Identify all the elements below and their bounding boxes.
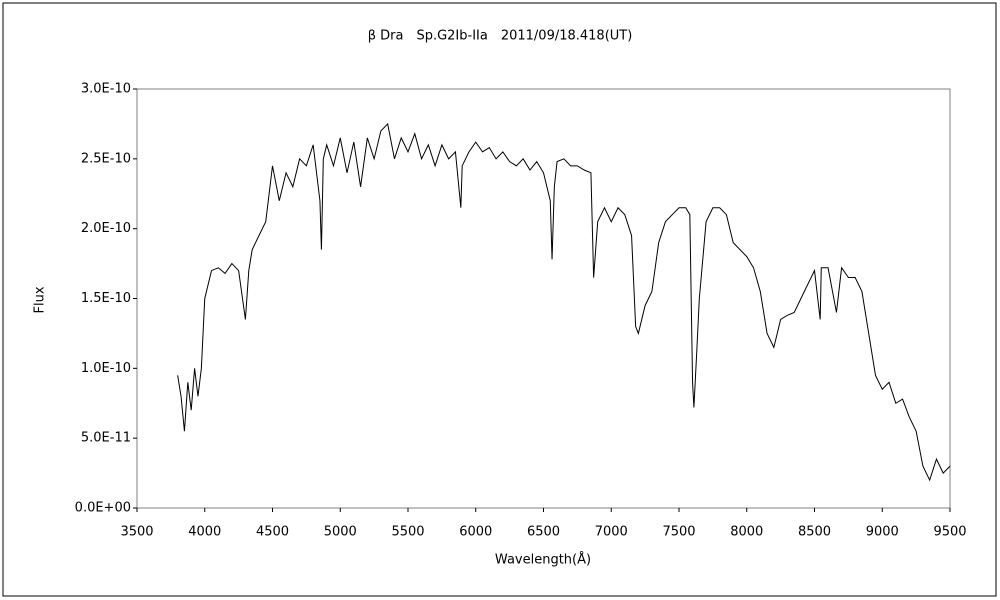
chart-title: β Dra Sp.G2Ib-IIa 2011/09/18.418(UT)	[368, 29, 633, 44]
x-tick-label: 7000	[595, 525, 628, 540]
x-axis-label: Wavelength(Å)	[495, 552, 591, 568]
y-tick-label: 1.0E-10	[81, 361, 131, 376]
y-tick-label: 3.0E-10	[81, 82, 131, 97]
spectrum-line	[177, 122, 951, 482]
y-axis-label: Flux	[33, 286, 48, 313]
y-tick-label: 2.5E-10	[81, 151, 131, 166]
x-tick-label: 9500	[933, 525, 966, 540]
x-tick-label: 8500	[798, 525, 831, 540]
x-tick-label: 9000	[866, 525, 899, 540]
x-tick-label: 5500	[391, 525, 424, 540]
y-tick-label: 1.5E-10	[81, 291, 131, 306]
x-tick-label: 8000	[730, 525, 763, 540]
x-tick-label: 3500	[120, 525, 153, 540]
x-tick-label: 4500	[256, 525, 289, 540]
x-tick-label: 4000	[188, 525, 221, 540]
x-tick-label: 7500	[662, 525, 695, 540]
y-tick-label: 0.0E+00	[75, 501, 131, 516]
y-tick-label: 2.0E-10	[81, 221, 131, 236]
x-tick-label: 6000	[459, 525, 492, 540]
y-tick-label: 5.0E-11	[81, 431, 131, 446]
x-tick-label: 5000	[324, 525, 357, 540]
x-tick-label: 6500	[527, 525, 560, 540]
